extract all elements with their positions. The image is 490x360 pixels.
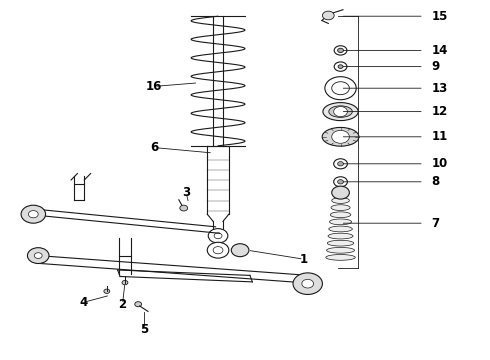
Text: 7: 7 — [431, 217, 440, 230]
Circle shape — [338, 162, 343, 166]
Text: 9: 9 — [431, 60, 440, 73]
Circle shape — [332, 186, 349, 199]
Ellipse shape — [327, 240, 354, 246]
Ellipse shape — [329, 106, 352, 117]
Circle shape — [21, 205, 46, 223]
Circle shape — [27, 248, 49, 264]
Text: 10: 10 — [431, 157, 447, 170]
Circle shape — [322, 11, 334, 20]
Ellipse shape — [323, 103, 358, 121]
Ellipse shape — [328, 233, 353, 239]
Circle shape — [180, 205, 188, 211]
Circle shape — [293, 273, 322, 294]
Circle shape — [28, 211, 38, 218]
Text: 5: 5 — [141, 323, 148, 336]
Circle shape — [334, 62, 347, 71]
Text: 1: 1 — [300, 253, 308, 266]
Text: 15: 15 — [431, 10, 447, 23]
Text: 13: 13 — [431, 82, 447, 95]
Ellipse shape — [330, 212, 351, 217]
Text: 16: 16 — [146, 80, 163, 93]
Circle shape — [207, 242, 229, 258]
Circle shape — [104, 289, 110, 293]
Circle shape — [214, 233, 222, 239]
Circle shape — [208, 229, 228, 243]
Circle shape — [325, 77, 356, 100]
Text: 14: 14 — [431, 44, 447, 57]
Circle shape — [338, 65, 343, 68]
Circle shape — [338, 180, 343, 184]
Text: 2: 2 — [119, 298, 126, 311]
Ellipse shape — [329, 219, 352, 225]
Text: 8: 8 — [431, 175, 440, 188]
Circle shape — [213, 247, 223, 254]
Circle shape — [135, 302, 142, 307]
Ellipse shape — [332, 198, 349, 203]
Circle shape — [332, 130, 349, 143]
Text: 11: 11 — [431, 130, 447, 143]
Ellipse shape — [322, 127, 359, 146]
Ellipse shape — [329, 226, 352, 232]
Circle shape — [334, 159, 347, 169]
Circle shape — [338, 48, 343, 53]
Ellipse shape — [331, 205, 350, 211]
Text: 3: 3 — [182, 186, 190, 199]
Circle shape — [122, 280, 128, 285]
Circle shape — [231, 244, 249, 257]
Ellipse shape — [326, 247, 354, 253]
Circle shape — [334, 177, 347, 187]
Ellipse shape — [326, 255, 355, 260]
Circle shape — [334, 46, 347, 55]
Circle shape — [334, 107, 347, 117]
Text: 6: 6 — [150, 141, 158, 154]
Text: 12: 12 — [431, 105, 447, 118]
Circle shape — [332, 82, 349, 95]
Text: 4: 4 — [79, 296, 87, 309]
Circle shape — [34, 253, 42, 258]
Circle shape — [302, 279, 314, 288]
